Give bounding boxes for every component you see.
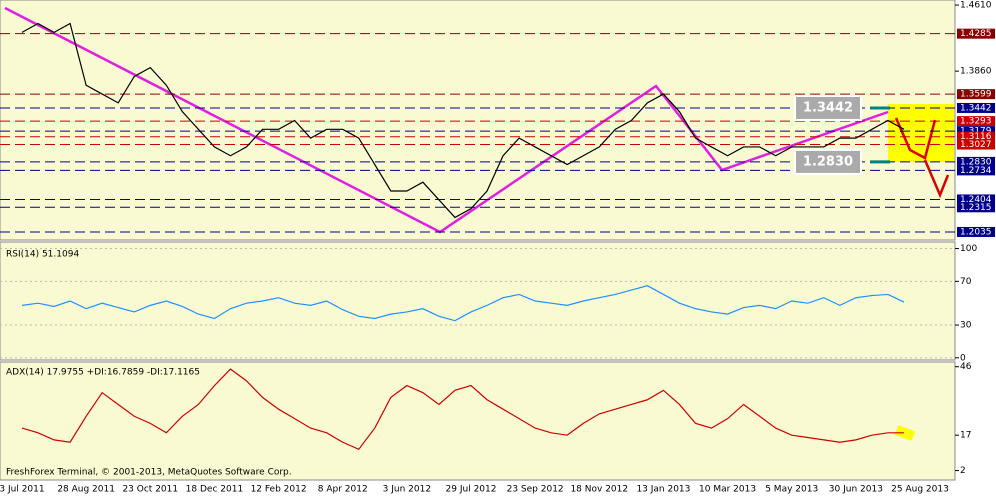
level-label: 1.2734: [960, 166, 992, 176]
series-line: [21, 285, 905, 322]
y-tick-label: 2: [960, 466, 966, 476]
y-tick-label: 1.4610: [960, 1, 992, 11]
x-tick-label: 3 Jul 2011: [0, 485, 45, 495]
x-tick-label: 12 Feb 2012: [251, 485, 307, 495]
x-tick-label: 28 Aug 2011: [57, 485, 115, 495]
x-tick-label: 18 Nov 2012: [570, 485, 628, 495]
annotation-label: 1.2830: [803, 154, 853, 169]
level-label: 1.2315: [960, 203, 992, 213]
y-tick-label: 1.3860: [960, 67, 992, 77]
y-tick-label: 100: [960, 244, 977, 254]
level-box: [957, 102, 995, 113]
adx-title: ADX(14) 17.9755 +DI:16.7859 -DI:17.1165: [6, 368, 200, 378]
x-tick-label: 18 Dec 2011: [186, 485, 244, 495]
level-box: [957, 139, 995, 150]
footer: FreshForex Terminal, © 2001-2013, MetaQu…: [6, 468, 292, 478]
forecast-up: [894, 117, 937, 160]
adx-marker: [894, 425, 916, 441]
y-tick-label: 17: [960, 431, 971, 441]
level-label: 1.2830: [960, 157, 992, 167]
forecast-down: [923, 159, 950, 199]
level-box: [957, 28, 995, 39]
y-tick-label: 46: [960, 362, 972, 372]
y-tick-label: 0: [960, 353, 966, 363]
x-tick-label: 25 Aug 2013: [891, 485, 949, 495]
level-box: [957, 194, 995, 205]
level-box: [957, 156, 995, 167]
annotation-box: [794, 94, 862, 121]
series-line: [21, 368, 904, 451]
annotation-box: [794, 148, 862, 175]
x-tick-label: 8 Apr 2012: [318, 485, 368, 495]
target-zone: [888, 104, 954, 162]
x-tick-label: 13 Jan 2013: [636, 485, 690, 495]
x-tick-label: 3 Jun 2012: [383, 485, 431, 495]
level-box: [957, 116, 995, 127]
level-label: 1.4285: [960, 29, 992, 39]
level-label: 1.3599: [960, 90, 992, 100]
x-tick-label: 30 Jun 2013: [829, 485, 883, 495]
level-label: 1.2404: [960, 195, 992, 205]
level-box: [957, 131, 995, 142]
level-box: [957, 202, 995, 213]
x-tick-label: 29 Jul 2012: [446, 485, 497, 495]
level-label: 1.3179: [960, 127, 992, 137]
series-line: [21, 22, 905, 219]
x-tick-label: 23 Sep 2012: [507, 485, 564, 495]
rsi-panel: [0, 241, 956, 361]
level-label: 1.3027: [960, 140, 992, 150]
rsi-title: RSI(14) 51.1094: [6, 250, 79, 260]
level-label: 1.3442: [960, 103, 992, 113]
level-box: [957, 226, 995, 237]
annotation-label: 1.3442: [803, 100, 853, 115]
level-box: [957, 165, 995, 176]
y-tick-label: 30: [960, 321, 972, 331]
x-tick-label: 5 May 2013: [765, 485, 818, 495]
x-tick-label: 23 Oct 2011: [122, 485, 178, 495]
adx-panel: [0, 361, 956, 481]
x-tick-label: 10 Mar 2013: [699, 485, 756, 495]
level-label: 1.3116: [960, 132, 992, 142]
level-box: [957, 89, 995, 100]
level-label: 1.3293: [960, 117, 992, 127]
level-box: [957, 126, 995, 137]
level-label: 1.2035: [960, 227, 992, 237]
trend-lines: [4, 6, 889, 234]
y-tick-label: 70: [960, 277, 972, 287]
